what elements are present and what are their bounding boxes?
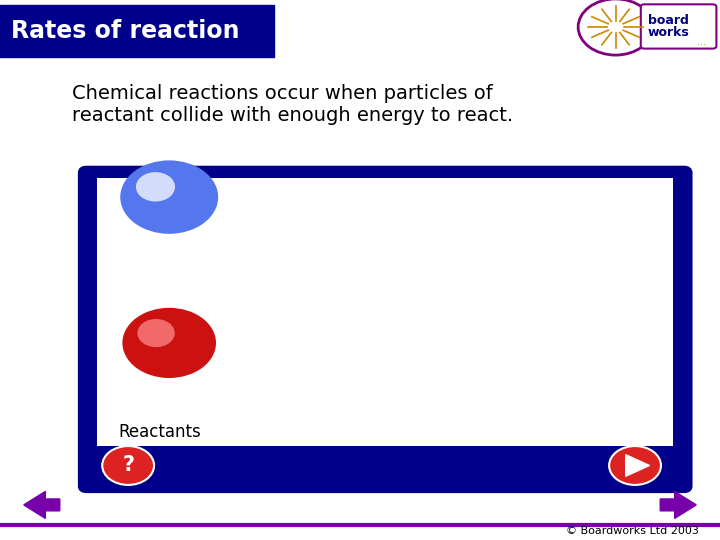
Circle shape [122, 308, 216, 378]
Text: ...: ... [697, 37, 706, 47]
Text: Rates of reaction: Rates of reaction [11, 19, 239, 43]
Text: works: works [648, 26, 690, 39]
Polygon shape [660, 491, 696, 518]
Circle shape [138, 319, 175, 347]
Circle shape [102, 446, 154, 485]
FancyBboxPatch shape [641, 4, 716, 49]
FancyBboxPatch shape [86, 442, 684, 486]
FancyBboxPatch shape [0, 5, 274, 57]
Text: ?: ? [122, 455, 134, 476]
FancyBboxPatch shape [97, 178, 673, 446]
Text: board: board [648, 14, 689, 27]
Circle shape [609, 446, 661, 485]
Text: © Boardworks Ltd 2003: © Boardworks Ltd 2003 [565, 525, 698, 536]
Circle shape [578, 0, 653, 55]
Text: Chemical reactions occur when particles of
reactant collide with enough energy t: Chemical reactions occur when particles … [72, 84, 513, 125]
Circle shape [136, 172, 175, 201]
Polygon shape [24, 491, 60, 518]
FancyBboxPatch shape [81, 168, 690, 490]
Polygon shape [626, 455, 649, 476]
Text: Reactants: Reactants [119, 423, 202, 441]
Circle shape [120, 160, 218, 234]
